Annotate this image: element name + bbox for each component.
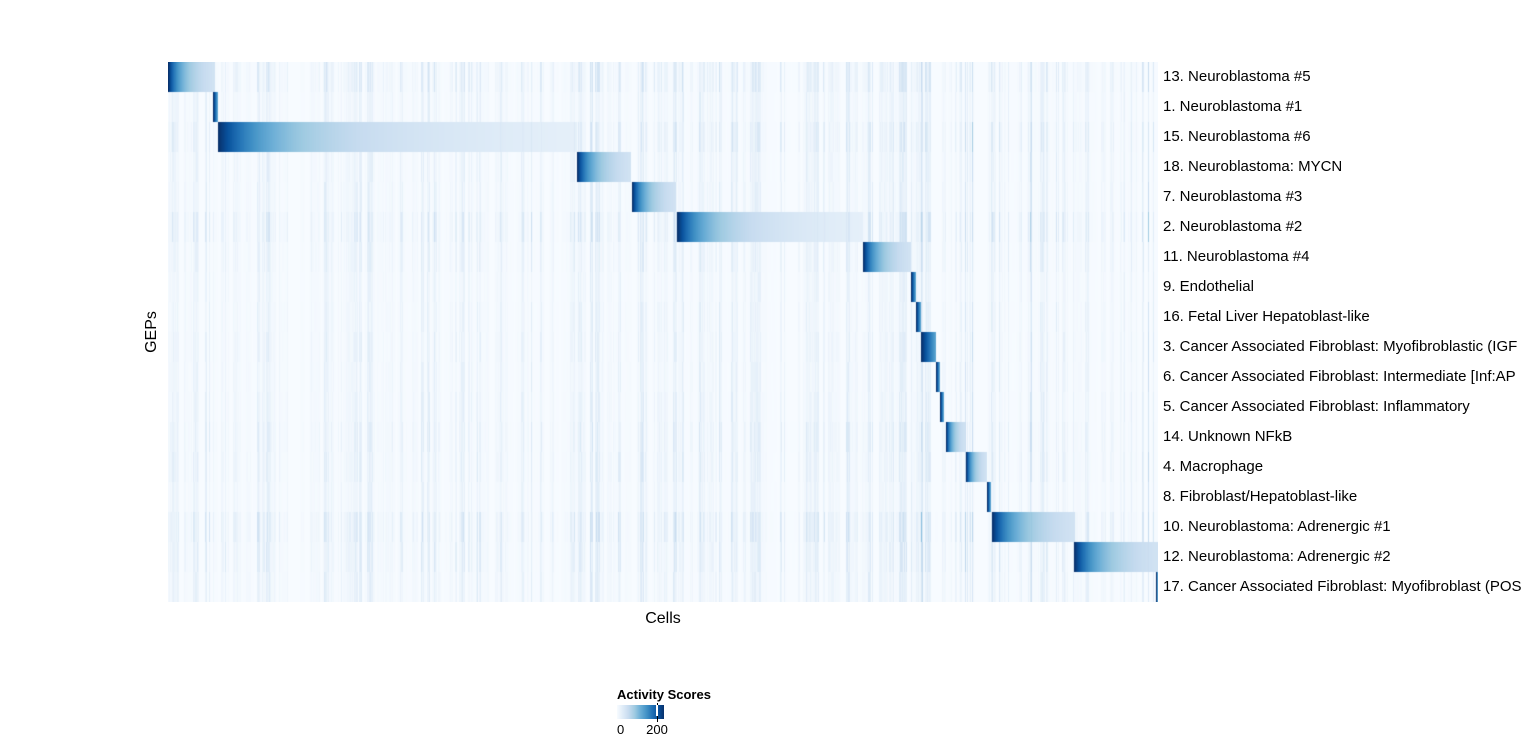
row-label: 3. Cancer Associated Fibroblast: Myofibr… — [1163, 338, 1518, 355]
legend-scale: 0 200 — [617, 722, 777, 737]
row-label: 2. Neuroblastoma #2 — [1163, 218, 1303, 235]
activity-scores-legend: Activity Scores 0 200 — [617, 687, 777, 737]
row-label: 8. Fibroblast/Hepatoblast-like — [1163, 488, 1358, 505]
row-label: 7. Neuroblastoma #3 — [1163, 188, 1303, 205]
row-labels: 13. Neuroblastoma #5 1. Neuroblastoma #1 1… — [1163, 62, 1540, 602]
legend-min-label: 0 — [617, 722, 625, 737]
row-label: 5. Cancer Associated Fibroblast: Inflamm… — [1163, 398, 1470, 415]
row-label: 14. Unknown NFkB — [1163, 428, 1293, 445]
row-label: 16. Fetal Liver Hepatoblast-like — [1163, 308, 1370, 325]
legend-title: Activity Scores — [617, 687, 711, 702]
y-axis-label: GEPs — [143, 311, 160, 353]
legend-tick-label: 200 — [646, 722, 668, 737]
row-label: 9. Endothelial — [1163, 278, 1254, 295]
row-label: 13. Neuroblastoma #5 — [1163, 68, 1311, 85]
x-axis-label: Cells — [645, 610, 681, 627]
row-label: 15. Neuroblastoma #6 — [1163, 128, 1311, 145]
row-label: 10. Neuroblastoma: Adrenergic #1 — [1163, 518, 1391, 535]
colorbar-tick-inner — [656, 705, 658, 716]
row-label: 4. Macrophage — [1163, 458, 1264, 475]
heatmap-canvas — [168, 62, 1158, 602]
row-label: 11. Neuroblastoma #4 — [1163, 248, 1310, 265]
row-label: 12. Neuroblastoma: Adrenergic #2 — [1163, 548, 1391, 565]
row-label: 18. Neuroblastoma: MYCN — [1163, 158, 1343, 175]
colorbar-wrap — [617, 703, 664, 722]
row-label: 1. Neuroblastoma #1 — [1163, 98, 1303, 115]
row-label: 6. Cancer Associated Fibroblast: Interme… — [1163, 368, 1516, 385]
colorbar-gradient — [617, 705, 664, 719]
row-label: 17. Cancer Associated Fibroblast: Myofib… — [1163, 578, 1522, 595]
